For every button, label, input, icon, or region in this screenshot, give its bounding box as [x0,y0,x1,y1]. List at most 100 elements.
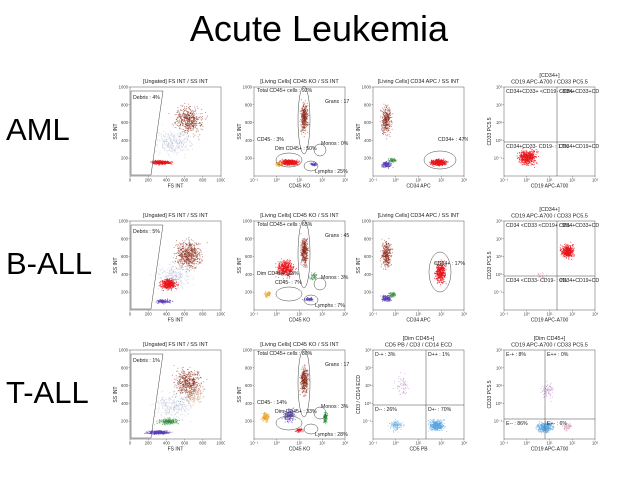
gate-label: CD45- : 14% [257,400,287,406]
y-tick-label: 200 [245,156,253,161]
y-tick-label: 400 [121,272,129,277]
x-tick-label: 600 [181,312,189,317]
y-axis-label: SS INT [113,123,119,139]
x-tick-label: 10⁰ [393,178,400,183]
y-tick-label: 10² [365,365,372,370]
y-tick-label: 10⁻¹ [494,419,503,424]
y-tick-label: 200 [245,290,253,295]
x-tick-label: 10³ [592,178,599,183]
gate-label: D-- : 26% [375,407,397,413]
x-tick-label: 10⁰ [393,441,400,446]
gate-label: Grans : 17% [325,99,349,105]
y-tick-label: 10⁰ [365,401,372,406]
x-axis-label: CD34 APC [406,184,431,190]
event-dots [535,381,573,434]
y-axis-label: SS INT [356,257,362,273]
x-tick-label: 10² [569,312,576,317]
plot-title: [Living Cells] CD34 APC / SS INT [378,79,460,85]
gates [130,353,164,439]
x-tick-label: 10¹ [296,312,303,317]
plot-frame [129,220,222,311]
gate-label: CD34 <CD33- CD19- : 0% [506,278,567,284]
x-axis-label: CD45 KO [289,184,311,190]
x-tick-label: 10⁰ [274,441,281,446]
x-tick-label: 10⁰ [393,312,400,317]
x-tick-label: 10¹ [546,178,553,183]
x-tick-label: 10¹ [415,312,422,317]
gate-label: E++ : 0% [547,352,569,358]
event-dots [144,365,208,436]
gates [423,150,457,170]
plot-aml-1: [Ungated] FS INT / SS INT 0 200 400 600 800 10… [113,72,225,192]
x-tick-label: 200 [145,178,153,183]
x-axis-label: FS INT [168,318,184,324]
gate-label: D+- : 70% [428,407,452,413]
event-dots [275,99,318,167]
y-tick-label: 400 [245,401,253,406]
gate-label: CD34+CD19+CD33- : 0% [559,278,599,284]
gate-label: CD34+CD33+CD19+ : 0% [559,89,599,95]
x-tick-label: 800 [199,441,207,446]
x-tick-label: 0 [129,178,132,183]
gate-label: CD34+CD33+ <CD19- : 83% [506,89,573,95]
plot-subtitle: CD5 PB / CD3 / CD14 ECD [385,343,452,349]
x-tick-label: 10² [319,441,326,446]
y-tick-label: 400 [364,138,372,143]
gate-label: Monos : 0% [321,141,349,147]
x-tick-label: 10⁰ [524,312,531,317]
y-tick-label: 800 [245,102,253,107]
x-tick-label: 0 [129,312,132,317]
plot-title: [Living Cells] CD45 KO / SS INT [260,79,339,85]
gates [130,90,164,176]
plot-frame [503,86,596,177]
plot-t-all-4: [Dim CD45+] CD19 APC-A700 / CD33 PC5.5 10⁻… [487,335,599,455]
y-tick-label: 600 [245,383,253,388]
x-tick-label: 10⁻¹ [500,178,509,183]
plot-frame [372,349,465,440]
plot-frame [129,86,222,177]
y-tick-label: 1000 [119,219,129,224]
gate-label: Dim CD45+ : 23% [257,271,299,277]
y-tick-label: 1000 [362,85,372,90]
y-tick-label: 10¹ [496,254,503,259]
gates [130,224,164,310]
y-tick-label: 10⁻¹ [494,156,503,161]
x-tick-label: 600 [181,441,189,446]
gate-label: Total CD45+ cells : 92% [257,88,313,94]
y-tick-label: 10³ [496,348,503,353]
gate-label: Debris : 1% [133,358,160,364]
x-tick-label: 10⁻¹ [369,312,378,317]
slide-title: Acute Leukemia [189,8,449,49]
x-tick-label: 400 [163,312,171,317]
x-tick-label: 10² [319,178,326,183]
y-tick-label: 10⁰ [496,272,503,277]
x-tick-label: 10³ [342,441,349,446]
y-tick-label: 1000 [119,85,129,90]
y-axis-label: CD33 PC5.5 [487,251,493,279]
y-tick-label: 10⁻¹ [363,419,372,424]
gates [504,87,595,176]
x-tick-label: 600 [181,178,189,183]
y-tick-label: 800 [121,102,129,107]
gate-label: CD34+CD33+CD19+ : 90% [559,223,599,229]
gate-label: Grans : 45% [325,233,349,239]
x-tick-label: 10⁻¹ [369,178,378,183]
gates [373,350,464,439]
y-tick-label: 1000 [243,219,253,224]
event-dots [150,237,208,305]
plot-aml-4: [CD34+] CD19 APC-A700 / CD33 PC5.5 10⁻¹ 10⁰… [487,72,599,192]
plot-aml-2: [Living Cells] CD45 KO / SS INT 10⁻¹ 10⁰ 10… [237,72,349,192]
y-tick-label: 1000 [243,85,253,90]
x-axis-label: CD19 APC-A700 [531,318,569,324]
y-tick-label: 600 [245,254,253,259]
y-axis-label: CD33 PC5.5 [487,380,493,408]
x-tick-label: 10⁻¹ [250,178,259,183]
gate-label: Monos : 3% [321,275,349,281]
y-tick-label: 10³ [365,348,372,353]
gate-label: Monos : 3% [321,404,349,410]
gate-label: Total CD45+ cells : 80% [257,351,313,357]
x-axis-label: CD34 APC [406,318,431,324]
x-axis-label: CD19 APC-A700 [531,184,569,190]
gate-label: Dim CD45+ : 33% [275,409,317,415]
y-tick-label: 1000 [243,348,253,353]
